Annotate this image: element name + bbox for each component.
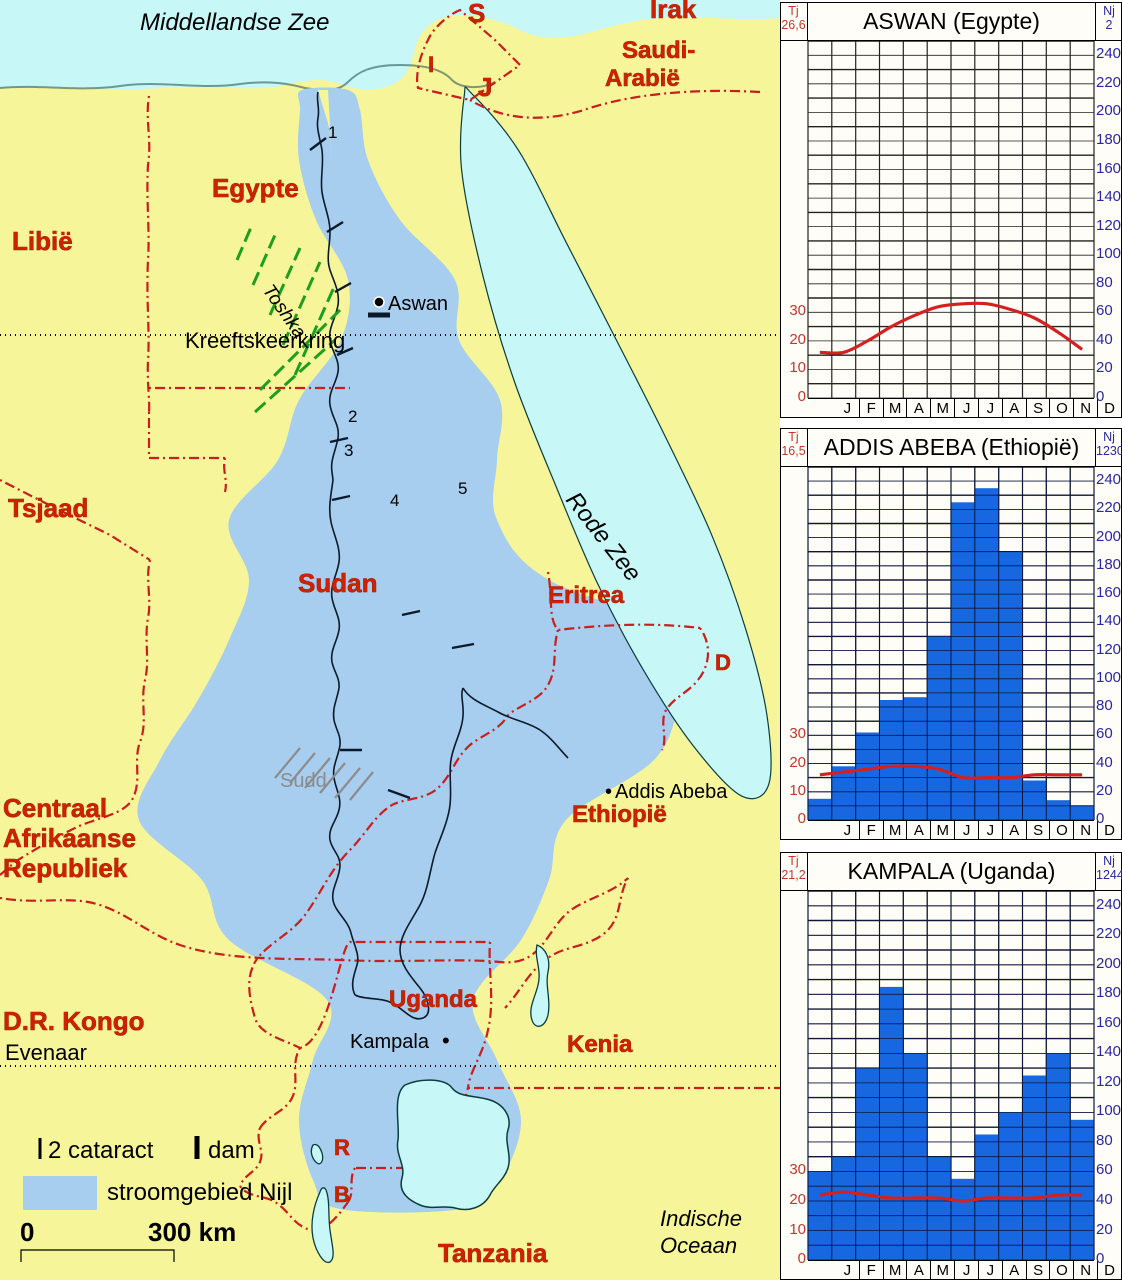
- svg-text:Addis Abeba: Addis Abeba: [615, 781, 728, 803]
- svg-text:Sudan: Sudan: [298, 568, 377, 598]
- svg-text:J: J: [478, 72, 492, 102]
- svg-text:Sudd: Sudd: [280, 770, 327, 792]
- svg-text:Aswan: Aswan: [388, 293, 448, 315]
- svg-text:Middellandse Zee: Middellandse Zee: [140, 9, 329, 36]
- svg-text:Kenia: Kenia: [567, 1031, 633, 1058]
- svg-text:Irak: Irak: [650, 0, 697, 24]
- svg-text:Republiek: Republiek: [3, 853, 128, 883]
- svg-text:Eritrea: Eritrea: [548, 582, 625, 609]
- svg-text:1: 1: [328, 123, 337, 142]
- svg-text:300 km: 300 km: [148, 1217, 236, 1247]
- svg-text:stroomgebied Nijl: stroomgebied Nijl: [107, 1179, 292, 1206]
- svg-text:D.R. Kongo: D.R. Kongo: [3, 1006, 145, 1036]
- svg-text:2 cataract: 2 cataract: [48, 1137, 154, 1164]
- svg-text:3: 3: [344, 441, 353, 460]
- svg-text:Saudi-: Saudi-: [622, 37, 695, 64]
- svg-text:I: I: [428, 52, 434, 77]
- svg-text:D: D: [715, 650, 731, 675]
- svg-text:Tsjaad: Tsjaad: [8, 493, 88, 523]
- svg-text:Evenaar: Evenaar: [5, 1040, 87, 1065]
- svg-text:Arabië: Arabië: [605, 65, 680, 92]
- svg-text:B: B: [334, 1182, 350, 1207]
- svg-text:dam: dam: [208, 1137, 255, 1164]
- svg-text:5: 5: [458, 479, 467, 498]
- svg-text:S: S: [468, 0, 485, 28]
- svg-text:Egypte: Egypte: [212, 173, 299, 203]
- svg-text:0: 0: [20, 1217, 34, 1247]
- svg-text:Indische: Indische: [660, 1206, 742, 1231]
- svg-text:Oceaan: Oceaan: [660, 1233, 737, 1258]
- svg-text:Kampala: Kampala: [350, 1031, 430, 1053]
- svg-text:Afrikaanse: Afrikaanse: [3, 823, 136, 853]
- svg-text:R: R: [334, 1135, 350, 1160]
- svg-text:4: 4: [390, 491, 399, 510]
- svg-text:Ethiopië: Ethiopië: [572, 801, 667, 828]
- svg-text:Libië: Libië: [12, 226, 73, 256]
- svg-text:Centraal: Centraal: [3, 793, 107, 823]
- svg-text:Kreeftskeerkring: Kreeftskeerkring: [185, 328, 345, 353]
- svg-text:2: 2: [348, 407, 357, 426]
- svg-text:Tanzania: Tanzania: [438, 1238, 548, 1268]
- svg-text:•: •: [605, 781, 612, 803]
- svg-text:•: •: [442, 1028, 450, 1053]
- svg-text:Uganda: Uganda: [389, 986, 478, 1013]
